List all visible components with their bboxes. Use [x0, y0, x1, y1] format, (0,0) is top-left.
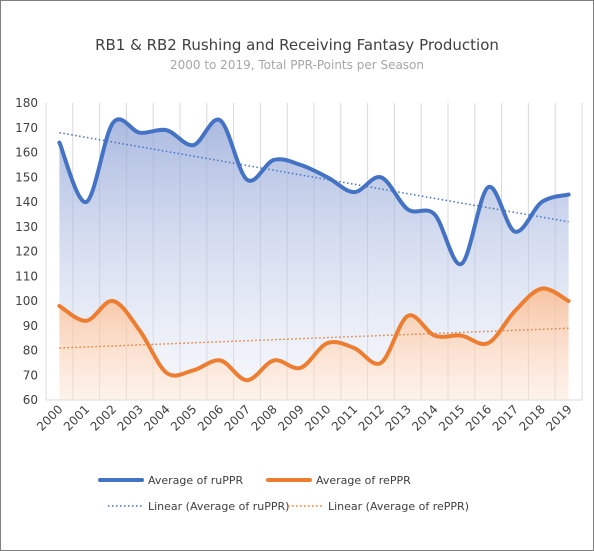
reppr-point — [513, 309, 517, 313]
reppr-point — [325, 341, 329, 345]
ruppr-point — [138, 131, 142, 135]
legend-label: Linear (Average of ruPPR) — [148, 500, 289, 513]
ruppr-point — [218, 118, 222, 122]
y-axis: 60 70 80 90 100 110 120 130 140 150 160 170 180 — [15, 96, 38, 407]
y-tick-label: 100 — [15, 294, 38, 308]
ruppr-point — [57, 141, 61, 145]
ruppr-point — [352, 190, 356, 194]
legend: Average of ruPPR Average of rePPR Linear (… — [98, 474, 469, 513]
ruppr-point — [459, 262, 463, 266]
x-tick-label: 2017 — [490, 402, 521, 433]
reppr-line — [57, 286, 571, 383]
ruppr-point — [245, 178, 249, 182]
x-tick-label: 2015 — [436, 402, 467, 433]
y-tick-label: 140 — [15, 195, 38, 209]
chart-subtitle: 2000 to 2019, Total PPR-Points per Seaso… — [169, 58, 425, 72]
x-tick-label: 2000 — [34, 402, 65, 433]
series-lines — [57, 117, 571, 383]
reppr-point — [352, 346, 356, 350]
reppr-point — [433, 334, 437, 338]
x-tick-label: 2003 — [114, 402, 145, 433]
reppr-point — [111, 299, 115, 303]
ruppr-point — [325, 175, 329, 179]
x-tick-label: 2009 — [275, 402, 306, 433]
reppr-point — [165, 371, 169, 375]
y-tick-label: 60 — [23, 393, 38, 407]
ruppr-point — [84, 200, 88, 204]
reppr-point — [406, 314, 410, 318]
reppr-point — [486, 341, 490, 345]
x-tick-label: 2019 — [543, 402, 574, 433]
reppr-point — [540, 287, 544, 291]
area-fills — [59, 119, 569, 400]
y-tick-label: 120 — [15, 245, 38, 259]
reppr-point — [245, 378, 249, 382]
reppr-trendline — [59, 327, 569, 349]
reppr-point — [84, 319, 88, 323]
ruppr-point — [111, 121, 115, 125]
x-tick-label: 2005 — [168, 402, 199, 433]
y-tick-label: 180 — [15, 96, 38, 110]
x-tick-label: 2001 — [61, 402, 92, 433]
x-axis: 2000200120022003200420052006200720082009… — [34, 402, 575, 433]
ruppr-line — [57, 117, 571, 266]
ruppr-point — [191, 143, 195, 147]
x-tick-label: 2010 — [302, 402, 333, 433]
reppr-area — [59, 288, 569, 400]
reppr-point — [57, 304, 61, 308]
reppr-point — [299, 366, 303, 370]
x-tick-label: 2011 — [329, 402, 360, 433]
y-tick-label: 150 — [15, 170, 38, 184]
reppr-point — [218, 358, 222, 362]
y-tick-label: 70 — [23, 368, 38, 382]
reppr-point — [567, 299, 571, 303]
legend-label: Average of ruPPR — [148, 474, 244, 487]
reppr-point — [138, 329, 142, 333]
x-tick-label: 2004 — [141, 402, 172, 433]
y-tick-label: 130 — [15, 220, 38, 234]
ruppr-point — [165, 128, 169, 132]
ruppr-area — [59, 119, 569, 381]
reppr-point — [191, 368, 195, 372]
trendlines — [59, 131, 569, 349]
x-tick-label: 2013 — [382, 402, 413, 433]
ruppr-point — [272, 158, 276, 162]
x-tick-label: 2006 — [195, 402, 226, 433]
ruppr-point — [540, 200, 544, 204]
ruppr-point — [513, 230, 517, 234]
x-tick-label: 2012 — [356, 402, 387, 433]
y-tick-label: 170 — [15, 121, 38, 135]
x-tick-label: 2007 — [222, 402, 253, 433]
ruppr-point — [486, 185, 490, 189]
y-tick-label: 160 — [15, 146, 38, 160]
legend-label: Average of rePPR — [316, 474, 411, 487]
ruppr-point — [406, 207, 410, 211]
ruppr-point — [433, 212, 437, 216]
reppr-point — [459, 334, 463, 338]
legend-label: Linear (Average of rePPR) — [328, 500, 469, 513]
reppr-point — [272, 358, 276, 362]
ruppr-point — [379, 175, 383, 179]
y-tick-label: 80 — [23, 344, 38, 358]
ruppr-point — [567, 193, 571, 197]
y-tick-label: 90 — [23, 319, 38, 333]
y-tick-label: 110 — [15, 269, 38, 283]
chart-title: RB1 & RB2 Rushing and Receiving Fantasy … — [95, 36, 499, 54]
reppr-point — [379, 361, 383, 365]
x-tick-label: 2016 — [463, 402, 494, 433]
x-tick-label: 2014 — [409, 402, 440, 433]
ruppr-point — [299, 163, 303, 167]
x-tick-label: 2008 — [248, 402, 279, 433]
x-tick-label: 2002 — [88, 402, 119, 433]
x-tick-label: 2018 — [516, 402, 547, 433]
